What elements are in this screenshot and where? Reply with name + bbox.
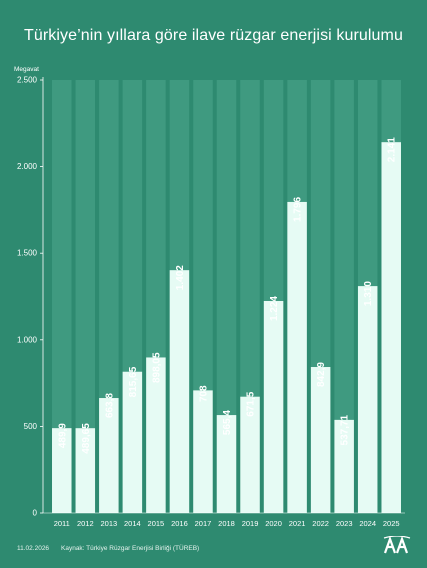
x-tick-label: 2020 <box>265 519 282 528</box>
column-band <box>75 80 96 513</box>
column-band <box>52 80 72 513</box>
data-label: 2.141 <box>387 137 398 162</box>
bar <box>263 301 284 513</box>
data-label: 815,65 <box>128 366 139 397</box>
x-tick-label: 2011 <box>54 519 70 528</box>
data-label: 842,9 <box>316 362 327 387</box>
x-tick-label: 2025 <box>383 519 400 528</box>
column-band <box>216 80 237 513</box>
data-label: 489,9 <box>57 423 68 448</box>
data-label: 565,4 <box>222 410 233 435</box>
publish-date: 11.02.2026 <box>17 545 50 552</box>
bar <box>122 371 143 513</box>
column-band <box>334 80 354 513</box>
x-tick-label: 2023 <box>336 519 353 528</box>
aa-logo-icon <box>383 536 411 554</box>
source-note: Kaynak: Türkiye Rüzgar Enerjisi Birliği … <box>61 545 200 552</box>
bar <box>334 419 354 513</box>
bar <box>99 398 119 513</box>
x-tick-label: 2018 <box>218 519 235 528</box>
bar <box>240 396 260 513</box>
bar <box>169 270 190 513</box>
x-tick-label: 2019 <box>242 519 259 528</box>
data-label: 1.310 <box>363 281 374 306</box>
data-label: 1.224 <box>269 296 280 321</box>
data-label: 489,65 <box>81 423 92 454</box>
data-label: 1.402 <box>175 265 186 290</box>
x-tick-label: 2016 <box>171 519 188 528</box>
x-tick-label: 2013 <box>100 519 117 528</box>
bar <box>381 142 401 513</box>
bar <box>75 428 96 513</box>
data-label: 537,71 <box>340 414 351 445</box>
bar <box>216 415 237 513</box>
y-tick-label: 0 <box>33 509 38 518</box>
x-tick-label: 2024 <box>359 519 376 528</box>
x-tick-label: 2017 <box>195 519 212 528</box>
y-tick-label: 2.500 <box>17 76 38 85</box>
data-label: 663,8 <box>104 393 115 418</box>
bar <box>357 286 378 513</box>
data-label: 898,05 <box>151 352 162 383</box>
x-tick-label: 2022 <box>312 519 329 528</box>
bar <box>193 390 213 513</box>
x-tick-label: 2021 <box>289 519 306 528</box>
bar <box>287 201 307 513</box>
x-tick-label: 2014 <box>124 519 141 528</box>
bar <box>146 357 166 513</box>
x-tick-label: 2012 <box>77 519 94 528</box>
x-tick-label: 2015 <box>148 519 165 528</box>
bar <box>52 428 72 513</box>
data-label: 708 <box>198 385 209 402</box>
y-tick-label: 500 <box>24 422 38 431</box>
bar <box>310 367 331 513</box>
data-label: 1.796 <box>293 197 304 222</box>
y-tick-label: 1.500 <box>17 249 38 258</box>
y-tick-label: 2.000 <box>17 162 38 171</box>
chart-title: Türkiye’nin yıllara göre ilave rüzgar en… <box>24 27 403 44</box>
y-tick-label: 1.000 <box>17 335 38 344</box>
y-axis-label: Megavat <box>14 66 39 73</box>
data-label: 671,5 <box>246 391 257 416</box>
